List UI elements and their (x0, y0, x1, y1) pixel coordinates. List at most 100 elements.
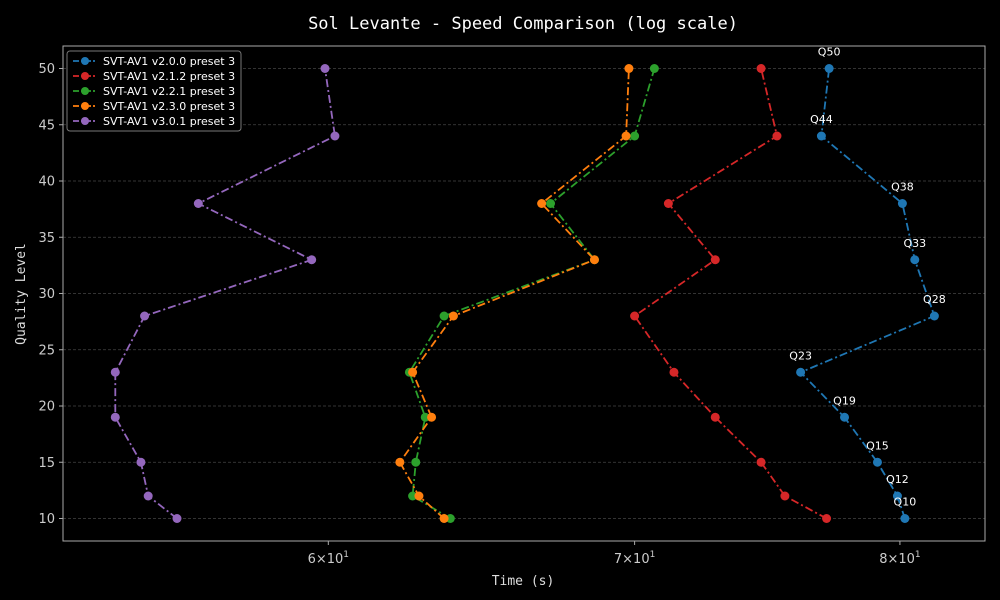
data-point (172, 514, 182, 523)
point-annotation: Q44 (810, 113, 833, 126)
data-point (756, 64, 766, 73)
x-axis-ticks: 6×101 7×101 8×101 (308, 541, 921, 567)
y-tick-label: 15 (38, 456, 55, 471)
data-point (307, 255, 317, 265)
data-point (669, 367, 679, 377)
data-point (929, 311, 939, 321)
series-4 (110, 64, 340, 523)
x-tick-multiplier: ×10 (622, 552, 649, 567)
data-point (136, 457, 146, 467)
data-point (710, 255, 720, 265)
data-point (427, 412, 437, 422)
data-point (420, 412, 430, 422)
legend-label: SVT-AV1 v2.2.1 preset 3 (103, 85, 235, 98)
y-tick-label: 10 (38, 512, 55, 527)
data-point (892, 491, 902, 501)
x-tick-label: 7×101 (614, 550, 655, 567)
data-point (772, 131, 782, 141)
series-line (114, 68, 336, 520)
y-tick-label: 35 (38, 231, 55, 246)
y-tick-label: 45 (38, 118, 55, 133)
data-point (546, 199, 556, 208)
x-tick-exponent: 1 (343, 550, 349, 560)
point-annotation: Q12 (886, 473, 909, 486)
series-line (398, 68, 630, 520)
data-point (411, 457, 421, 467)
grid-lines (63, 68, 985, 519)
chart-title: Sol Levante - Speed Comparison (log scal… (308, 14, 738, 34)
series-line (408, 68, 656, 520)
data-point (448, 311, 458, 321)
data-point (140, 311, 150, 321)
data-point (143, 491, 153, 501)
point-annotation: Q50 (818, 46, 841, 59)
y-tick-label: 25 (38, 343, 55, 358)
data-point (840, 412, 850, 422)
x-tick-exponent: 1 (915, 550, 921, 560)
legend-label: SVT-AV1 v2.0.0 preset 3 (103, 55, 235, 68)
legend-label: SVT-AV1 v2.3.0 preset 3 (103, 100, 235, 113)
data-point (756, 457, 766, 467)
y-axis-label: Quality Level (14, 243, 29, 345)
data-point (663, 199, 673, 208)
data-point (649, 64, 659, 73)
data-point (320, 64, 330, 73)
data-point (537, 199, 547, 208)
legend-marker (81, 102, 89, 110)
x-tick-exponent: 1 (650, 550, 656, 560)
data-point (330, 131, 340, 141)
data-point (630, 311, 640, 321)
x-tick-multiplier: ×10 (316, 552, 343, 567)
data-point (822, 514, 832, 523)
data-point (110, 367, 120, 377)
x-tick-base: 6 (308, 552, 316, 567)
legend-label: SVT-AV1 v3.0.1 preset 3 (103, 115, 235, 128)
legend-marker (81, 57, 89, 65)
data-point (824, 64, 834, 73)
legend-marker (81, 87, 89, 95)
annotation-layer: Q10 Q12 Q15 Q19 Q23 Q28 Q33 Q38 Q44 Q50 (789, 46, 945, 509)
data-point (439, 311, 449, 321)
x-tick-label: 8×101 (879, 550, 920, 567)
data-point (439, 514, 449, 523)
data-point (630, 131, 640, 141)
data-point (900, 514, 910, 523)
x-axis-label: Time (s) (492, 574, 555, 589)
point-annotation: Q28 (923, 293, 946, 306)
y-tick-label: 40 (38, 175, 55, 190)
y-tick-label: 20 (38, 400, 55, 415)
legend-marker (81, 117, 89, 125)
data-point (796, 367, 806, 377)
data-point (589, 255, 599, 265)
point-annotation: Q15 (866, 439, 889, 452)
data-point (193, 199, 203, 208)
legend-box (66, 50, 242, 132)
data-point (414, 491, 424, 501)
legend: SVT-AV1 v2.0.0 preset 3 SVT-AV1 v2.1.2 pr… (66, 50, 242, 132)
data-point (395, 457, 405, 467)
series-0 (796, 64, 939, 523)
data-point (408, 367, 418, 377)
x-tick-base: 7 (614, 552, 622, 567)
data-point (445, 514, 455, 523)
data-point (710, 412, 720, 422)
data-point (816, 131, 826, 141)
legend-marker (81, 72, 89, 80)
x-tick-base: 8 (879, 552, 887, 567)
y-tick-label: 30 (38, 287, 55, 302)
legend-label: SVT-AV1 v2.1.2 preset 3 (103, 70, 235, 83)
series-1 (630, 64, 832, 523)
data-point (408, 491, 418, 501)
point-annotation: Q10 (894, 496, 917, 509)
data-point (621, 131, 631, 141)
point-annotation: Q33 (903, 237, 926, 250)
x-tick-label: 6×101 (308, 550, 349, 567)
data-point (110, 412, 120, 422)
data-point (897, 199, 907, 208)
point-annotation: Q23 (789, 349, 812, 362)
data-point (910, 255, 920, 265)
series-line (633, 68, 828, 520)
x-tick-multiplier: ×10 (887, 552, 914, 567)
point-annotation: Q38 (891, 181, 914, 194)
